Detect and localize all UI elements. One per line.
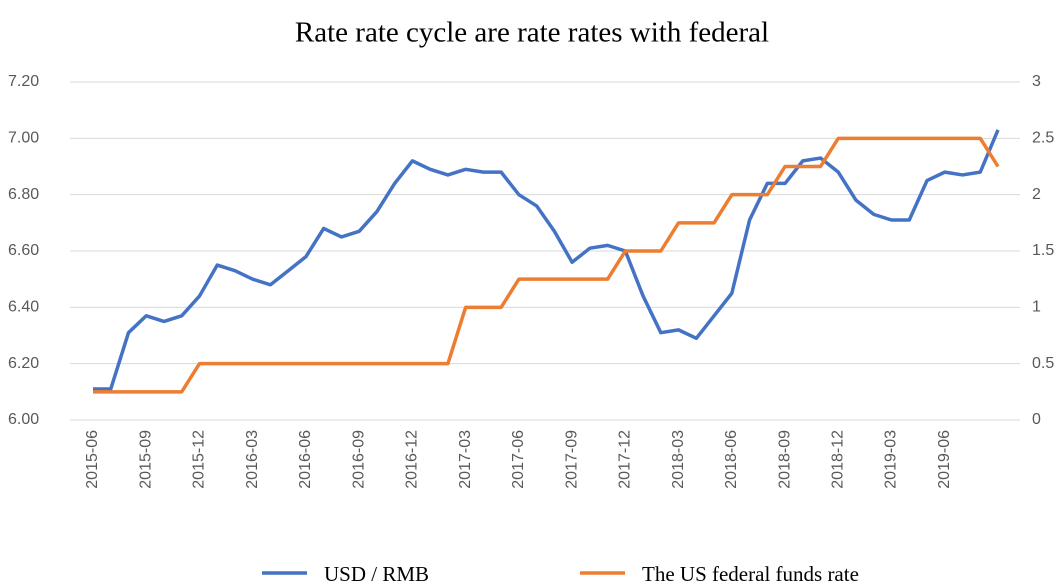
chart-title: Rate rate cycle are rate rates with fede… (295, 17, 769, 49)
x-tick-label: 2016-12 (404, 430, 421, 489)
y2-tick-label: 2.5 (1032, 130, 1054, 147)
x-tick-label: 2017-12 (617, 430, 634, 489)
y-tick-label: 6.20 (8, 355, 39, 372)
legend-label: The US federal funds rate (642, 562, 859, 586)
y2-tick-label: 0.5 (1032, 355, 1054, 372)
y2-tick-label: 3 (1032, 73, 1041, 90)
y-tick-label: 7.20 (8, 73, 39, 90)
x-tick-label: 2015-12 (191, 430, 208, 489)
x-tick-label: 2018-09 (776, 430, 793, 489)
x-tick-label: 2017-03 (457, 430, 474, 489)
line-series (93, 129, 1000, 391)
y-tick-label: 7.00 (8, 130, 39, 147)
y2-tick-label: 1.5 (1032, 242, 1054, 259)
x-tick-label: 2015-06 (84, 430, 101, 489)
x-tick-label: 2016-09 (350, 430, 367, 489)
y2-tick-label: 2 (1032, 186, 1041, 203)
x-tick-label: 2016-03 (244, 430, 261, 489)
x-tick-label: 2019-03 (883, 430, 900, 489)
x-tick-label: 2017-06 (510, 430, 527, 489)
x-tick-label: 2017-09 (563, 430, 580, 489)
x-tick-label: 2016-06 (297, 430, 314, 489)
y-tick-label: 6.80 (8, 186, 39, 203)
y-tick-label: 6.00 (8, 411, 39, 428)
legend-label: USD / RMB (324, 562, 429, 586)
line-series (93, 136, 1000, 394)
x-tick-label: 2015-09 (137, 430, 154, 489)
y2-tick-label: 0 (1032, 411, 1041, 428)
x-tick-label: 2018-03 (670, 430, 687, 489)
y2-tick-label: 1 (1032, 299, 1041, 316)
y-tick-label: 6.40 (8, 299, 39, 316)
x-tick-label: 2019-06 (936, 430, 953, 489)
x-tick-label: 2018-12 (830, 430, 847, 489)
x-tick-label: 2018-06 (723, 430, 740, 489)
y-tick-label: 6.60 (8, 242, 39, 259)
